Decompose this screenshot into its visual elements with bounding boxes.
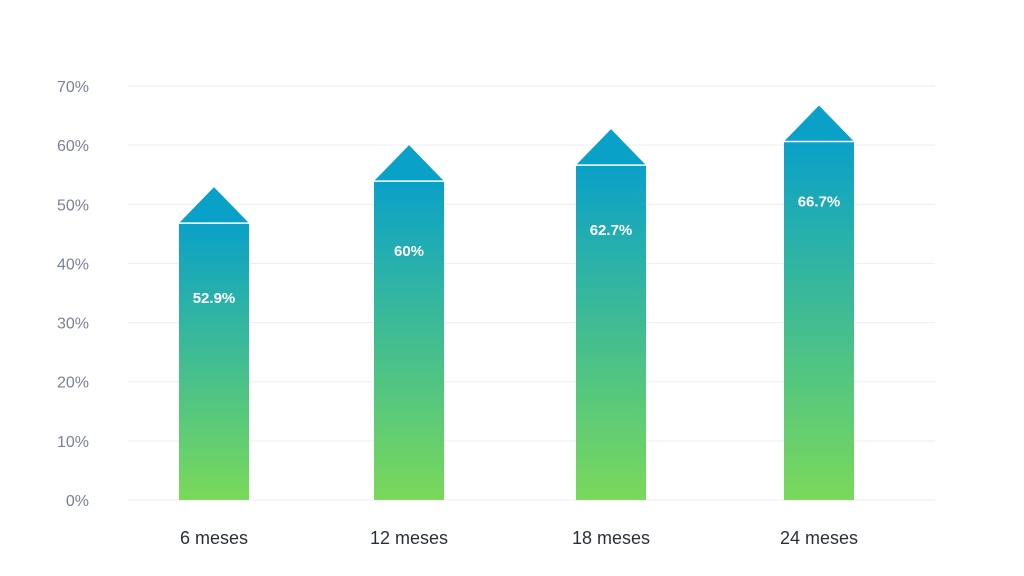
x-category-label: 24 meses <box>780 528 858 548</box>
y-tick-label: 70% <box>57 79 89 96</box>
bar-arrow-head <box>179 187 249 224</box>
x-category-label: 6 meses <box>180 528 248 548</box>
bar-value-label: 62.7% <box>590 222 633 239</box>
y-tick-label: 10% <box>57 434 89 451</box>
y-tick-label: 20% <box>57 375 89 392</box>
bar-value-label: 52.9% <box>193 290 236 307</box>
bar <box>374 181 444 500</box>
y-tick-label: 40% <box>57 256 89 273</box>
bar-arrow-head <box>374 145 444 182</box>
bars: 52.9% 60% 62.7% 66.7% <box>179 105 854 501</box>
y-tick-label: 60% <box>57 138 89 155</box>
bar-arrow-head <box>784 105 854 142</box>
x-axis-category-labels: 6 meses 12 meses 18 meses 24 meses <box>180 528 858 548</box>
gridlines <box>128 85 935 501</box>
x-category-label: 12 meses <box>370 528 448 548</box>
bar-value-label: 60% <box>394 243 424 260</box>
bar <box>179 223 249 501</box>
y-axis-tick-labels: 0% 10% 20% 30% 40% 50% 60% 70% <box>57 79 89 510</box>
y-tick-label: 0% <box>66 493 89 510</box>
bar <box>784 141 854 500</box>
bar-arrow-head <box>576 129 646 166</box>
y-tick-label: 50% <box>57 197 89 214</box>
bar <box>576 165 646 500</box>
x-category-label: 18 meses <box>572 528 650 548</box>
y-tick-label: 30% <box>57 316 89 333</box>
bar-value-label: 66.7% <box>798 194 841 211</box>
